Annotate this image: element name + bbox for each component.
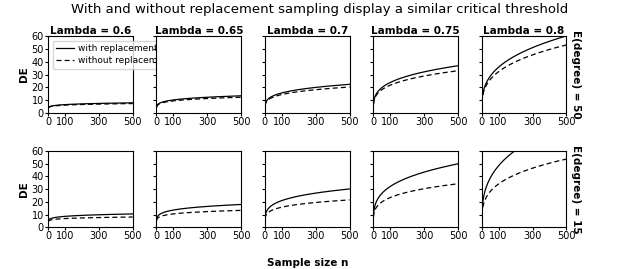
Title: Lambda = 0.8: Lambda = 0.8 <box>483 26 564 36</box>
Title: Lambda = 0.75: Lambda = 0.75 <box>371 26 460 36</box>
Y-axis label: DE: DE <box>19 67 29 82</box>
Title: Lambda = 0.7: Lambda = 0.7 <box>266 26 348 36</box>
Y-axis label: DE: DE <box>19 181 29 197</box>
Title: Lambda = 0.65: Lambda = 0.65 <box>154 26 243 36</box>
Legend: with replacement, without replacement: with replacement, without replacement <box>52 41 176 69</box>
Text: E(degree) = 15: E(degree) = 15 <box>571 145 580 233</box>
Text: E(degree) = 50: E(degree) = 50 <box>571 30 580 119</box>
Title: Lambda = 0.6: Lambda = 0.6 <box>50 26 131 36</box>
Text: Sample size n: Sample size n <box>266 258 348 268</box>
Text: With and without replacement sampling display a similar critical threshold: With and without replacement sampling di… <box>72 3 568 16</box>
